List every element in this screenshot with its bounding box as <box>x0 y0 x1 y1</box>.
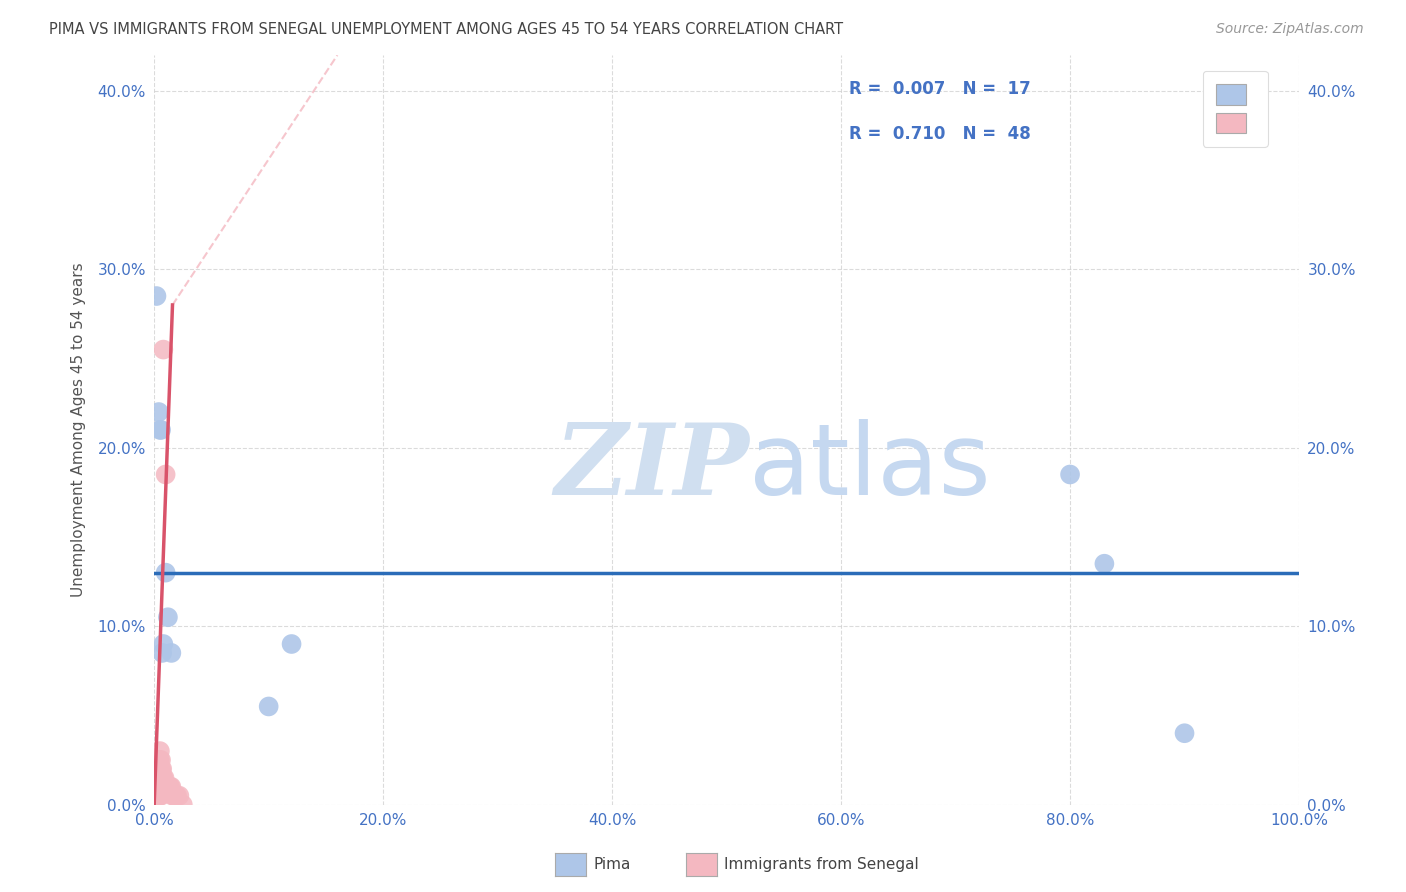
Point <box>150 762 173 776</box>
Point <box>1173 726 1195 740</box>
Point <box>150 646 173 660</box>
Point <box>146 789 169 803</box>
Point <box>150 789 173 803</box>
Point <box>150 771 173 785</box>
Point <box>150 780 173 794</box>
Point <box>152 343 174 357</box>
Point <box>159 780 181 794</box>
Point <box>148 771 170 785</box>
Y-axis label: Unemployment Among Ages 45 to 54 years: Unemployment Among Ages 45 to 54 years <box>72 262 86 597</box>
Point <box>150 780 173 794</box>
Point <box>150 762 173 776</box>
Point <box>146 771 169 785</box>
Point <box>152 780 174 794</box>
Point <box>155 780 177 794</box>
Point <box>145 289 167 303</box>
Point <box>156 780 179 794</box>
Point <box>146 753 169 767</box>
Point <box>156 610 179 624</box>
Point <box>257 699 280 714</box>
Point <box>150 753 173 767</box>
Point <box>149 423 172 437</box>
Text: Pima: Pima <box>593 857 631 871</box>
Point <box>146 780 169 794</box>
Point <box>160 780 183 794</box>
Point <box>150 423 173 437</box>
Point <box>148 762 170 776</box>
Legend: , : , <box>1202 71 1268 146</box>
Text: atlas: atlas <box>749 419 991 516</box>
Text: R =  0.007   N =  17: R = 0.007 N = 17 <box>849 80 1031 98</box>
Point <box>153 780 176 794</box>
Point <box>149 744 172 758</box>
Point <box>143 780 166 794</box>
Point <box>149 771 172 785</box>
Text: R =  0.710   N =  48: R = 0.710 N = 48 <box>849 125 1031 143</box>
Text: ZIP: ZIP <box>554 419 749 516</box>
Point <box>1059 467 1081 482</box>
Point <box>155 467 177 482</box>
Text: Source: ZipAtlas.com: Source: ZipAtlas.com <box>1216 22 1364 37</box>
Point <box>160 646 183 660</box>
Point <box>172 797 194 812</box>
Point <box>149 762 172 776</box>
Point <box>148 780 170 794</box>
Point <box>148 405 170 419</box>
Point <box>155 566 177 580</box>
Point <box>143 789 166 803</box>
Point <box>162 789 184 803</box>
Point <box>1092 557 1115 571</box>
Point <box>145 771 167 785</box>
Point <box>163 789 186 803</box>
Point <box>149 789 172 803</box>
Point <box>280 637 302 651</box>
Point <box>152 637 174 651</box>
Point <box>156 780 179 794</box>
Point <box>148 789 170 803</box>
Text: Immigrants from Senegal: Immigrants from Senegal <box>724 857 920 871</box>
Point <box>150 771 173 785</box>
Point <box>145 789 167 803</box>
Text: PIMA VS IMMIGRANTS FROM SENEGAL UNEMPLOYMENT AMONG AGES 45 TO 54 YEARS CORRELATI: PIMA VS IMMIGRANTS FROM SENEGAL UNEMPLOY… <box>49 22 844 37</box>
Point <box>169 789 191 803</box>
Point <box>157 780 180 794</box>
Point <box>149 753 172 767</box>
Point <box>165 789 187 803</box>
Point <box>152 771 174 785</box>
Point <box>163 789 186 803</box>
Point <box>166 789 188 803</box>
Point <box>145 780 167 794</box>
Point <box>146 762 169 776</box>
Point <box>148 753 170 767</box>
Point <box>153 771 176 785</box>
Point <box>149 780 172 794</box>
